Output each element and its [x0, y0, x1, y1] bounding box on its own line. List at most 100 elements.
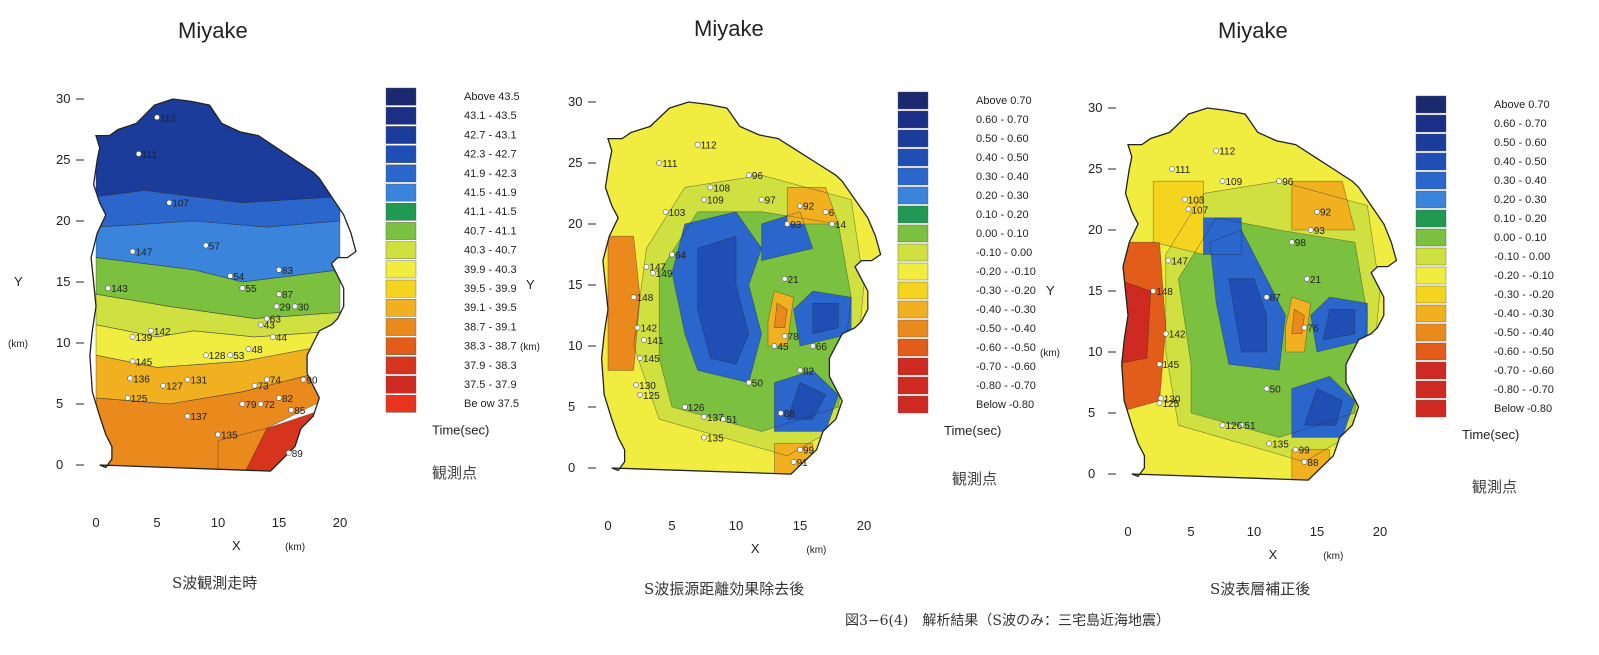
legend-label: -0.20 - -0.10	[976, 266, 1036, 278]
x-tick-label: 10	[211, 515, 225, 530]
station-label: 50	[752, 379, 764, 390]
legend-label: -0.10 - 0.00	[976, 247, 1032, 259]
station-label: 85	[294, 406, 306, 417]
y-tick-label: 10	[1088, 344, 1102, 359]
station-label: 78	[788, 332, 800, 343]
station-label: 135	[707, 434, 724, 445]
station-dot	[105, 285, 112, 291]
station-label: 112	[701, 141, 717, 152]
stations: 1121111081091039697926146414714814914214…	[630, 141, 847, 469]
legend-swatch	[1415, 266, 1447, 285]
figure-caption: 図3−6(4) 解析結果（S波のみ：三宅島近海地震）	[845, 613, 1170, 629]
legend-label: 37.5 - 37.9	[464, 379, 517, 391]
station-dot	[656, 160, 663, 166]
panel-title: Miyake	[178, 18, 248, 43]
station-label: 148	[637, 293, 654, 304]
station-dot	[285, 449, 292, 456]
y-tick-label: 15	[1088, 283, 1102, 298]
legend-swatch	[1415, 114, 1447, 133]
station-dot	[160, 382, 166, 389]
station-label: 14	[835, 220, 847, 231]
legend-label: 41.5 - 41.9	[464, 187, 517, 199]
station-dot	[707, 184, 714, 191]
station-dot	[288, 407, 295, 413]
contour-line	[1322, 308, 1356, 341]
station-dot	[701, 413, 707, 420]
station-dot	[124, 395, 131, 401]
legend-swatch	[897, 205, 929, 224]
y-tick-label: 5	[56, 396, 63, 411]
y-axis-title: Y	[14, 274, 23, 289]
station-dot	[637, 355, 643, 362]
station-label: 98	[1295, 238, 1307, 249]
contour-line	[786, 187, 839, 225]
contour-line	[1285, 296, 1312, 353]
station-label: 127	[166, 382, 183, 393]
y-tick-label: 20	[56, 213, 70, 228]
contour-band	[1153, 181, 1204, 255]
station-dot	[1304, 275, 1310, 282]
x-tick-label: 10	[729, 518, 743, 533]
station-label: 135	[221, 431, 238, 442]
legend-swatch	[385, 106, 417, 125]
legend-label: 39.9 - 40.3	[464, 264, 517, 276]
station-dot	[694, 141, 701, 148]
legend-swatch	[1415, 171, 1447, 190]
legend-swatch	[897, 319, 929, 338]
legend-label: 0.30 - 0.40	[976, 171, 1029, 183]
legend-label: 40.3 - 40.7	[464, 245, 517, 257]
station-dot	[1314, 208, 1320, 215]
station-dot	[1213, 147, 1220, 154]
legend-label: -0.50 - -0.40	[1494, 327, 1554, 339]
legend-swatch	[1415, 95, 1447, 114]
station-dot	[634, 324, 641, 331]
legend-swatch	[385, 395, 417, 413]
contour-band	[96, 190, 340, 228]
station-label: 54	[233, 272, 245, 283]
station-dot	[797, 446, 803, 453]
station-label: 137	[707, 413, 724, 424]
panel-caption: S波表層補正後	[1210, 580, 1311, 598]
contour-line	[1152, 180, 1204, 255]
station-legend-label: 観測点	[432, 464, 477, 482]
legend-swatch	[385, 279, 417, 298]
legend-swatch	[1415, 247, 1447, 266]
panel-title: Miyake	[1218, 18, 1288, 43]
station-label: 92	[1320, 208, 1332, 219]
contour-line	[217, 403, 341, 472]
y-tick-label: 5	[568, 399, 575, 414]
station-label: 143	[111, 284, 128, 295]
y-tick-label: 15	[568, 277, 582, 292]
station-label: 145	[136, 357, 153, 368]
station-dot	[276, 266, 282, 273]
station-label: 126	[1226, 421, 1243, 432]
legend-label: Above 43.5	[464, 91, 520, 103]
contour-band	[774, 303, 788, 328]
legend-label: -0.10 - 0.00	[1494, 251, 1550, 263]
y-tick-label: 15	[56, 274, 70, 289]
station-label: 64	[675, 251, 687, 262]
station-label: 125	[643, 391, 660, 402]
contour-line	[697, 235, 750, 365]
station-label: 108	[713, 183, 730, 194]
station-dot	[1169, 166, 1175, 172]
legend-label: -0.20 - -0.10	[1494, 270, 1554, 282]
x-tick-label: 20	[333, 515, 347, 530]
legend-swatch	[1415, 304, 1447, 323]
legend-label: 0.00 - 0.10	[1494, 232, 1547, 244]
x-tick-label: 5	[153, 515, 160, 530]
station-label: 92	[803, 202, 815, 213]
station-label: 43	[264, 321, 276, 332]
station-dot	[1219, 178, 1226, 185]
panel-caption: S波観測走時	[172, 574, 258, 592]
contour-line	[1291, 376, 1356, 438]
station-label: 107	[1191, 205, 1208, 216]
station-label: 128	[209, 351, 226, 362]
station-dot	[263, 376, 270, 383]
legend-label: 37.9 - 38.3	[464, 360, 517, 372]
legend-swatch	[1415, 323, 1447, 342]
contour-band	[96, 367, 340, 472]
legend-label: -0.40 - -0.30	[1494, 308, 1554, 320]
